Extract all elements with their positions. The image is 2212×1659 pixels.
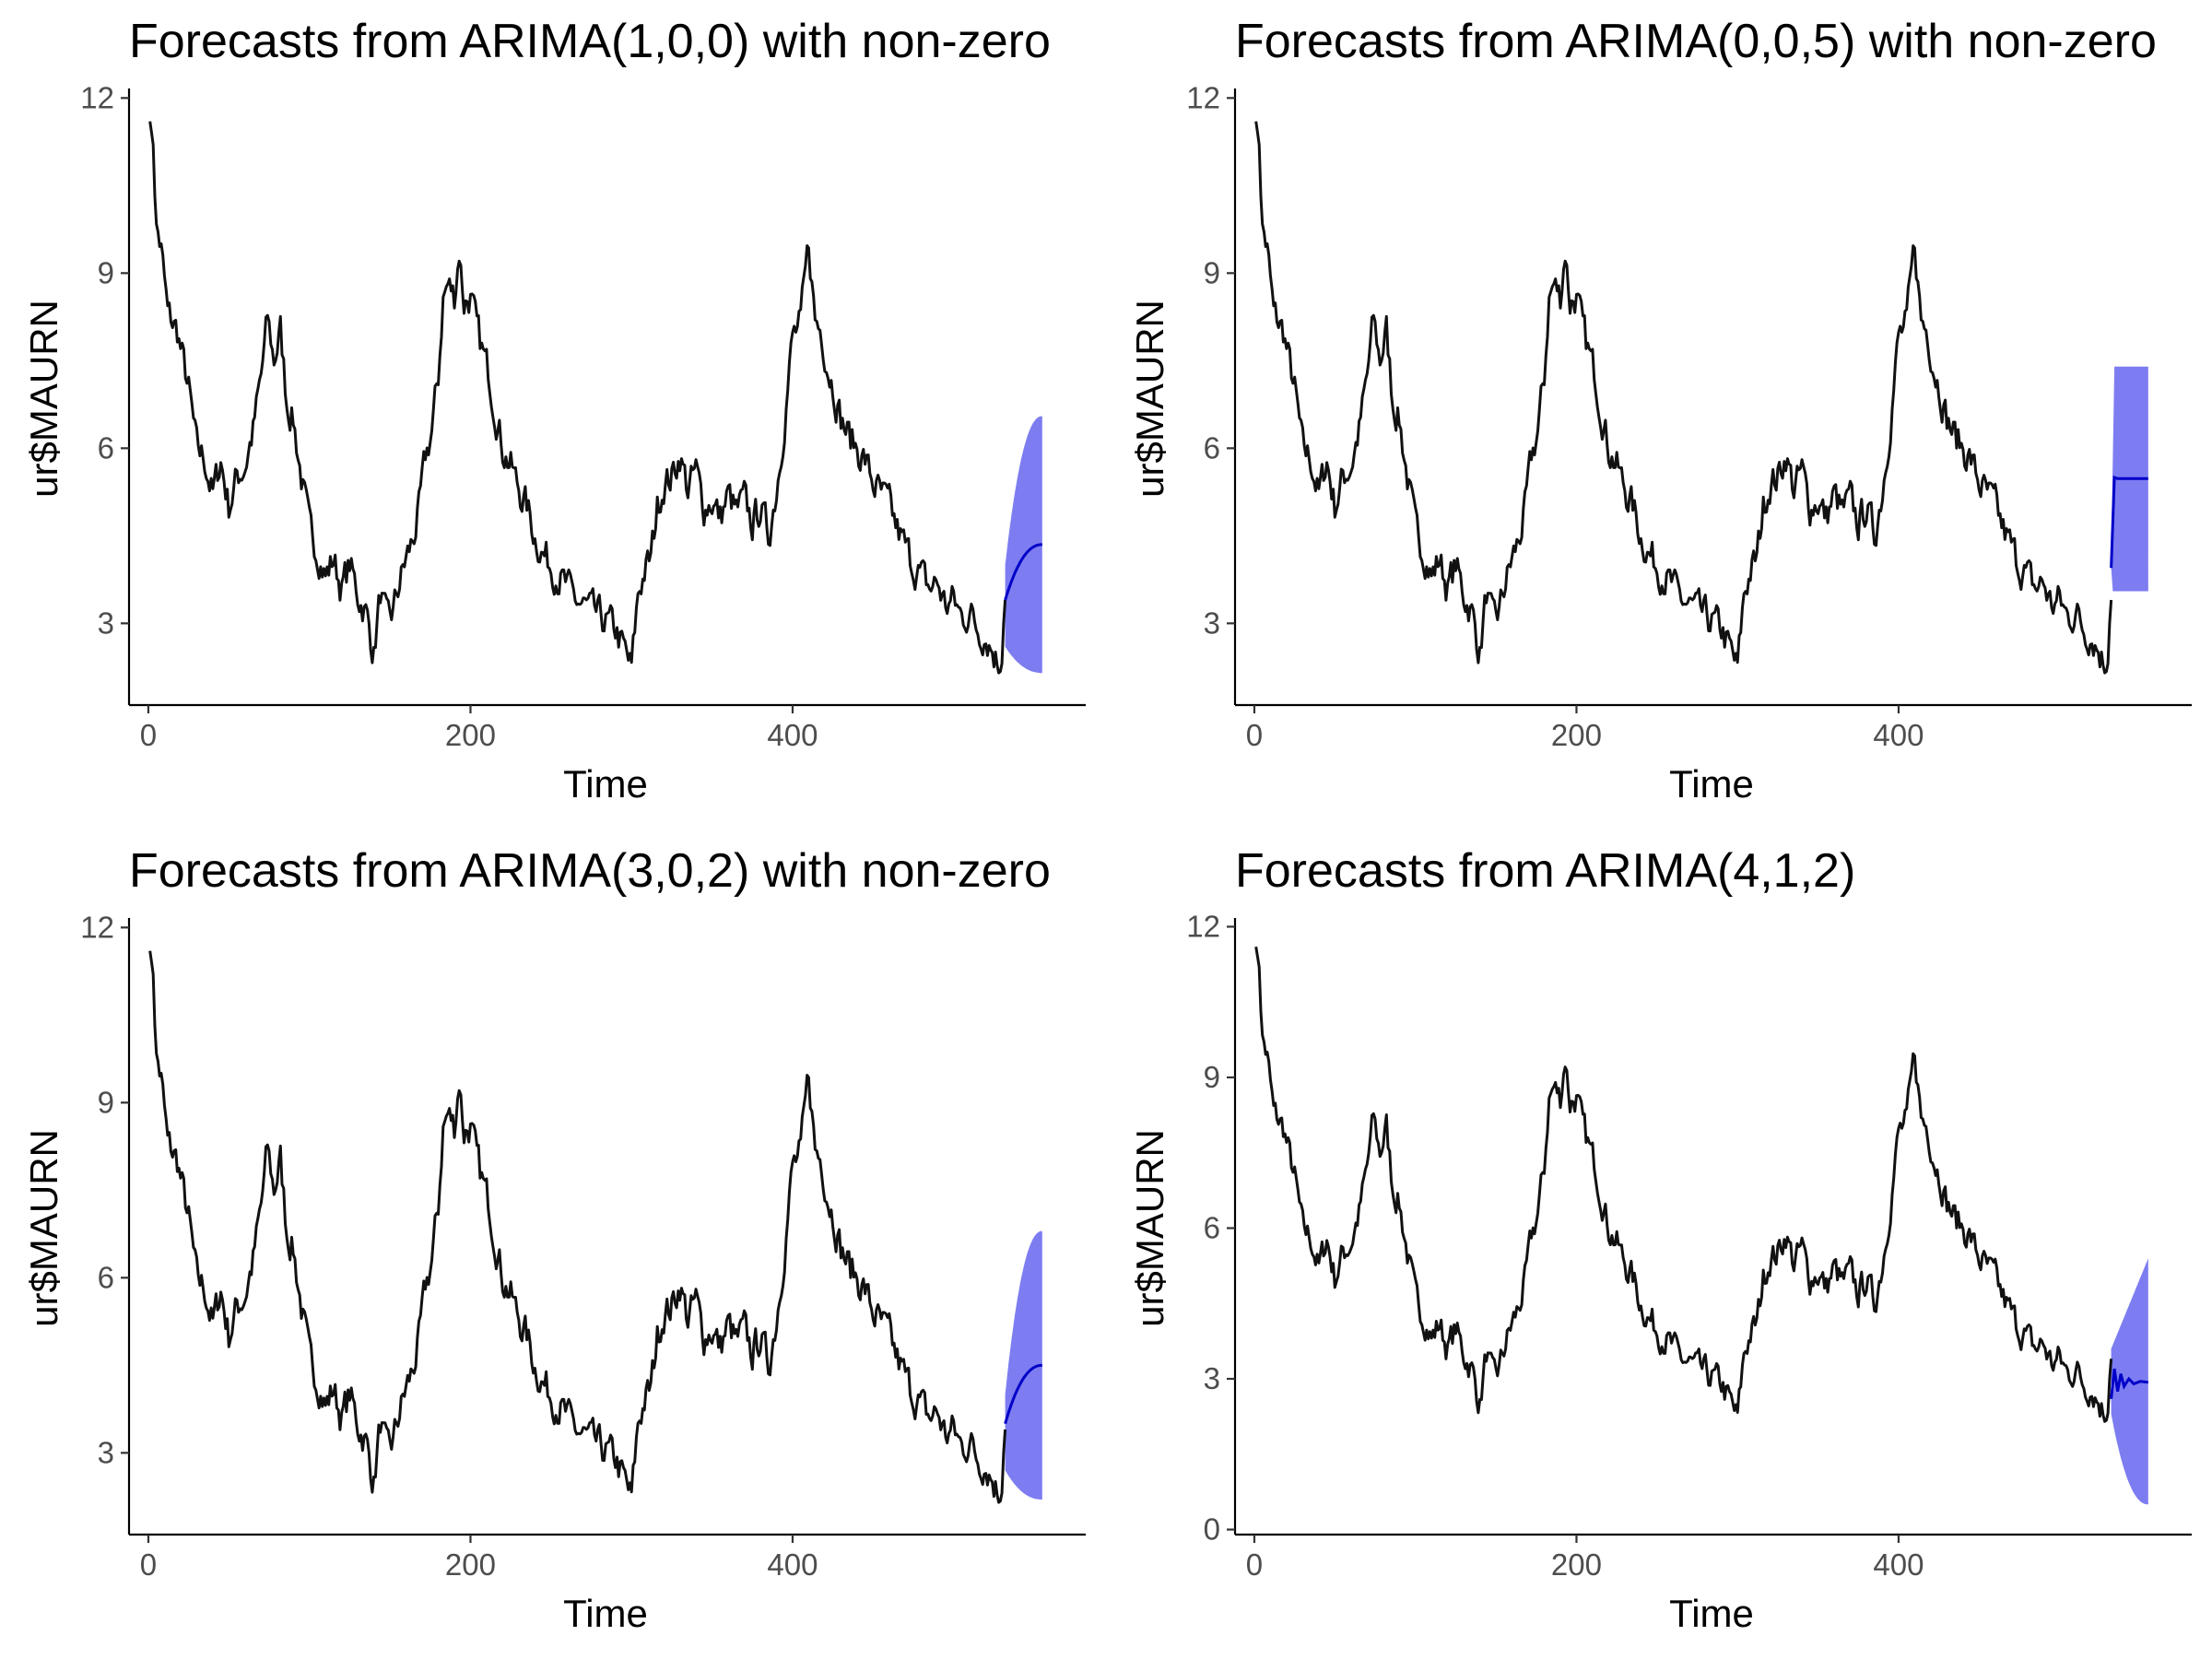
- y-axis-title: ur$MAURN: [1128, 300, 1171, 498]
- y-tick-label: 3: [1204, 1361, 1220, 1395]
- chart-title: Forecasts from ARIMA(1,0,0) with non-zer…: [129, 15, 1051, 68]
- chart-title: Forecasts from ARIMA(0,0,5) with non-zer…: [1235, 15, 2157, 68]
- x-tick-label: 200: [445, 718, 496, 752]
- y-tick-label: 3: [98, 1435, 114, 1469]
- chart-panel-2: Forecasts from ARIMA(0,0,5) with non-zer…: [1128, 15, 2192, 806]
- x-tick-label: 400: [767, 718, 818, 752]
- x-axis-title: Time: [563, 762, 648, 806]
- x-axis-title: Time: [1669, 762, 1754, 806]
- plot-area: [148, 950, 1042, 1504]
- y-axis-title: ur$MAURN: [22, 1129, 65, 1327]
- x-tick-label: 400: [767, 1547, 818, 1582]
- x-axis-title: Time: [1669, 1592, 1754, 1635]
- chart-panel-4: Forecasts from ARIMA(4,1,2) ur$MAURN Time 0…: [1128, 844, 2192, 1635]
- prediction-interval-band: [1005, 1230, 1042, 1500]
- x-tick-label: 0: [140, 1547, 157, 1582]
- y-axis-title: ur$MAURN: [1128, 1129, 1171, 1327]
- forecast-mean-line: [2110, 1368, 2148, 1399]
- y-tick-label: 9: [98, 255, 114, 289]
- x-tick-label: 200: [445, 1547, 496, 1582]
- y-tick-label: 6: [98, 1260, 114, 1294]
- y-tick-label: 12: [1186, 909, 1220, 943]
- y-tick-label: 6: [98, 430, 114, 465]
- history-series-line: [1254, 947, 2113, 1423]
- prediction-interval-band: [1005, 416, 1042, 674]
- y-tick-label: 6: [1204, 430, 1220, 465]
- chart-title: Forecasts from ARIMA(3,0,2) with non-zer…: [129, 844, 1051, 898]
- plot-area: [1254, 947, 2148, 1505]
- history-series-line: [1254, 121, 2113, 675]
- x-tick-label: 0: [1246, 1547, 1263, 1582]
- x-tick-label: 0: [140, 718, 157, 752]
- y-tick-label: 12: [80, 80, 114, 114]
- chart-panel-1: Forecasts from ARIMA(1,0,0) with non-zer…: [22, 15, 1086, 806]
- x-tick-label: 0: [1246, 718, 1263, 752]
- x-axis-title: Time: [563, 1592, 648, 1635]
- y-tick-label: 9: [98, 1085, 114, 1119]
- plot-area: [1254, 121, 2148, 675]
- y-tick-label: 6: [1204, 1211, 1220, 1245]
- chart-title: Forecasts from ARIMA(4,1,2): [1235, 844, 1855, 898]
- forecast-mean-line: [1004, 543, 1042, 601]
- y-tick-label: 3: [1204, 606, 1220, 640]
- chart-panel-3: Forecasts from ARIMA(3,0,2) with non-zer…: [22, 844, 1086, 1635]
- y-tick-label: 9: [1204, 255, 1220, 289]
- y-tick-label: 0: [1204, 1512, 1220, 1547]
- y-axis-title: ur$MAURN: [22, 300, 65, 498]
- forecast-mean-line: [1004, 1363, 1042, 1425]
- plot-area: [148, 121, 1042, 675]
- forecast-mean-line: [2110, 475, 2148, 569]
- x-tick-label: 200: [1551, 1547, 1602, 1582]
- x-tick-label: 400: [1873, 1547, 1924, 1582]
- x-tick-label: 400: [1873, 718, 1924, 752]
- y-tick-label: 12: [1186, 80, 1220, 114]
- history-series-line: [148, 121, 1007, 675]
- history-series-line: [148, 950, 1007, 1504]
- y-tick-label: 12: [80, 910, 114, 944]
- y-tick-label: 9: [1204, 1060, 1220, 1094]
- y-tick-label: 3: [98, 606, 114, 640]
- x-tick-label: 200: [1551, 718, 1602, 752]
